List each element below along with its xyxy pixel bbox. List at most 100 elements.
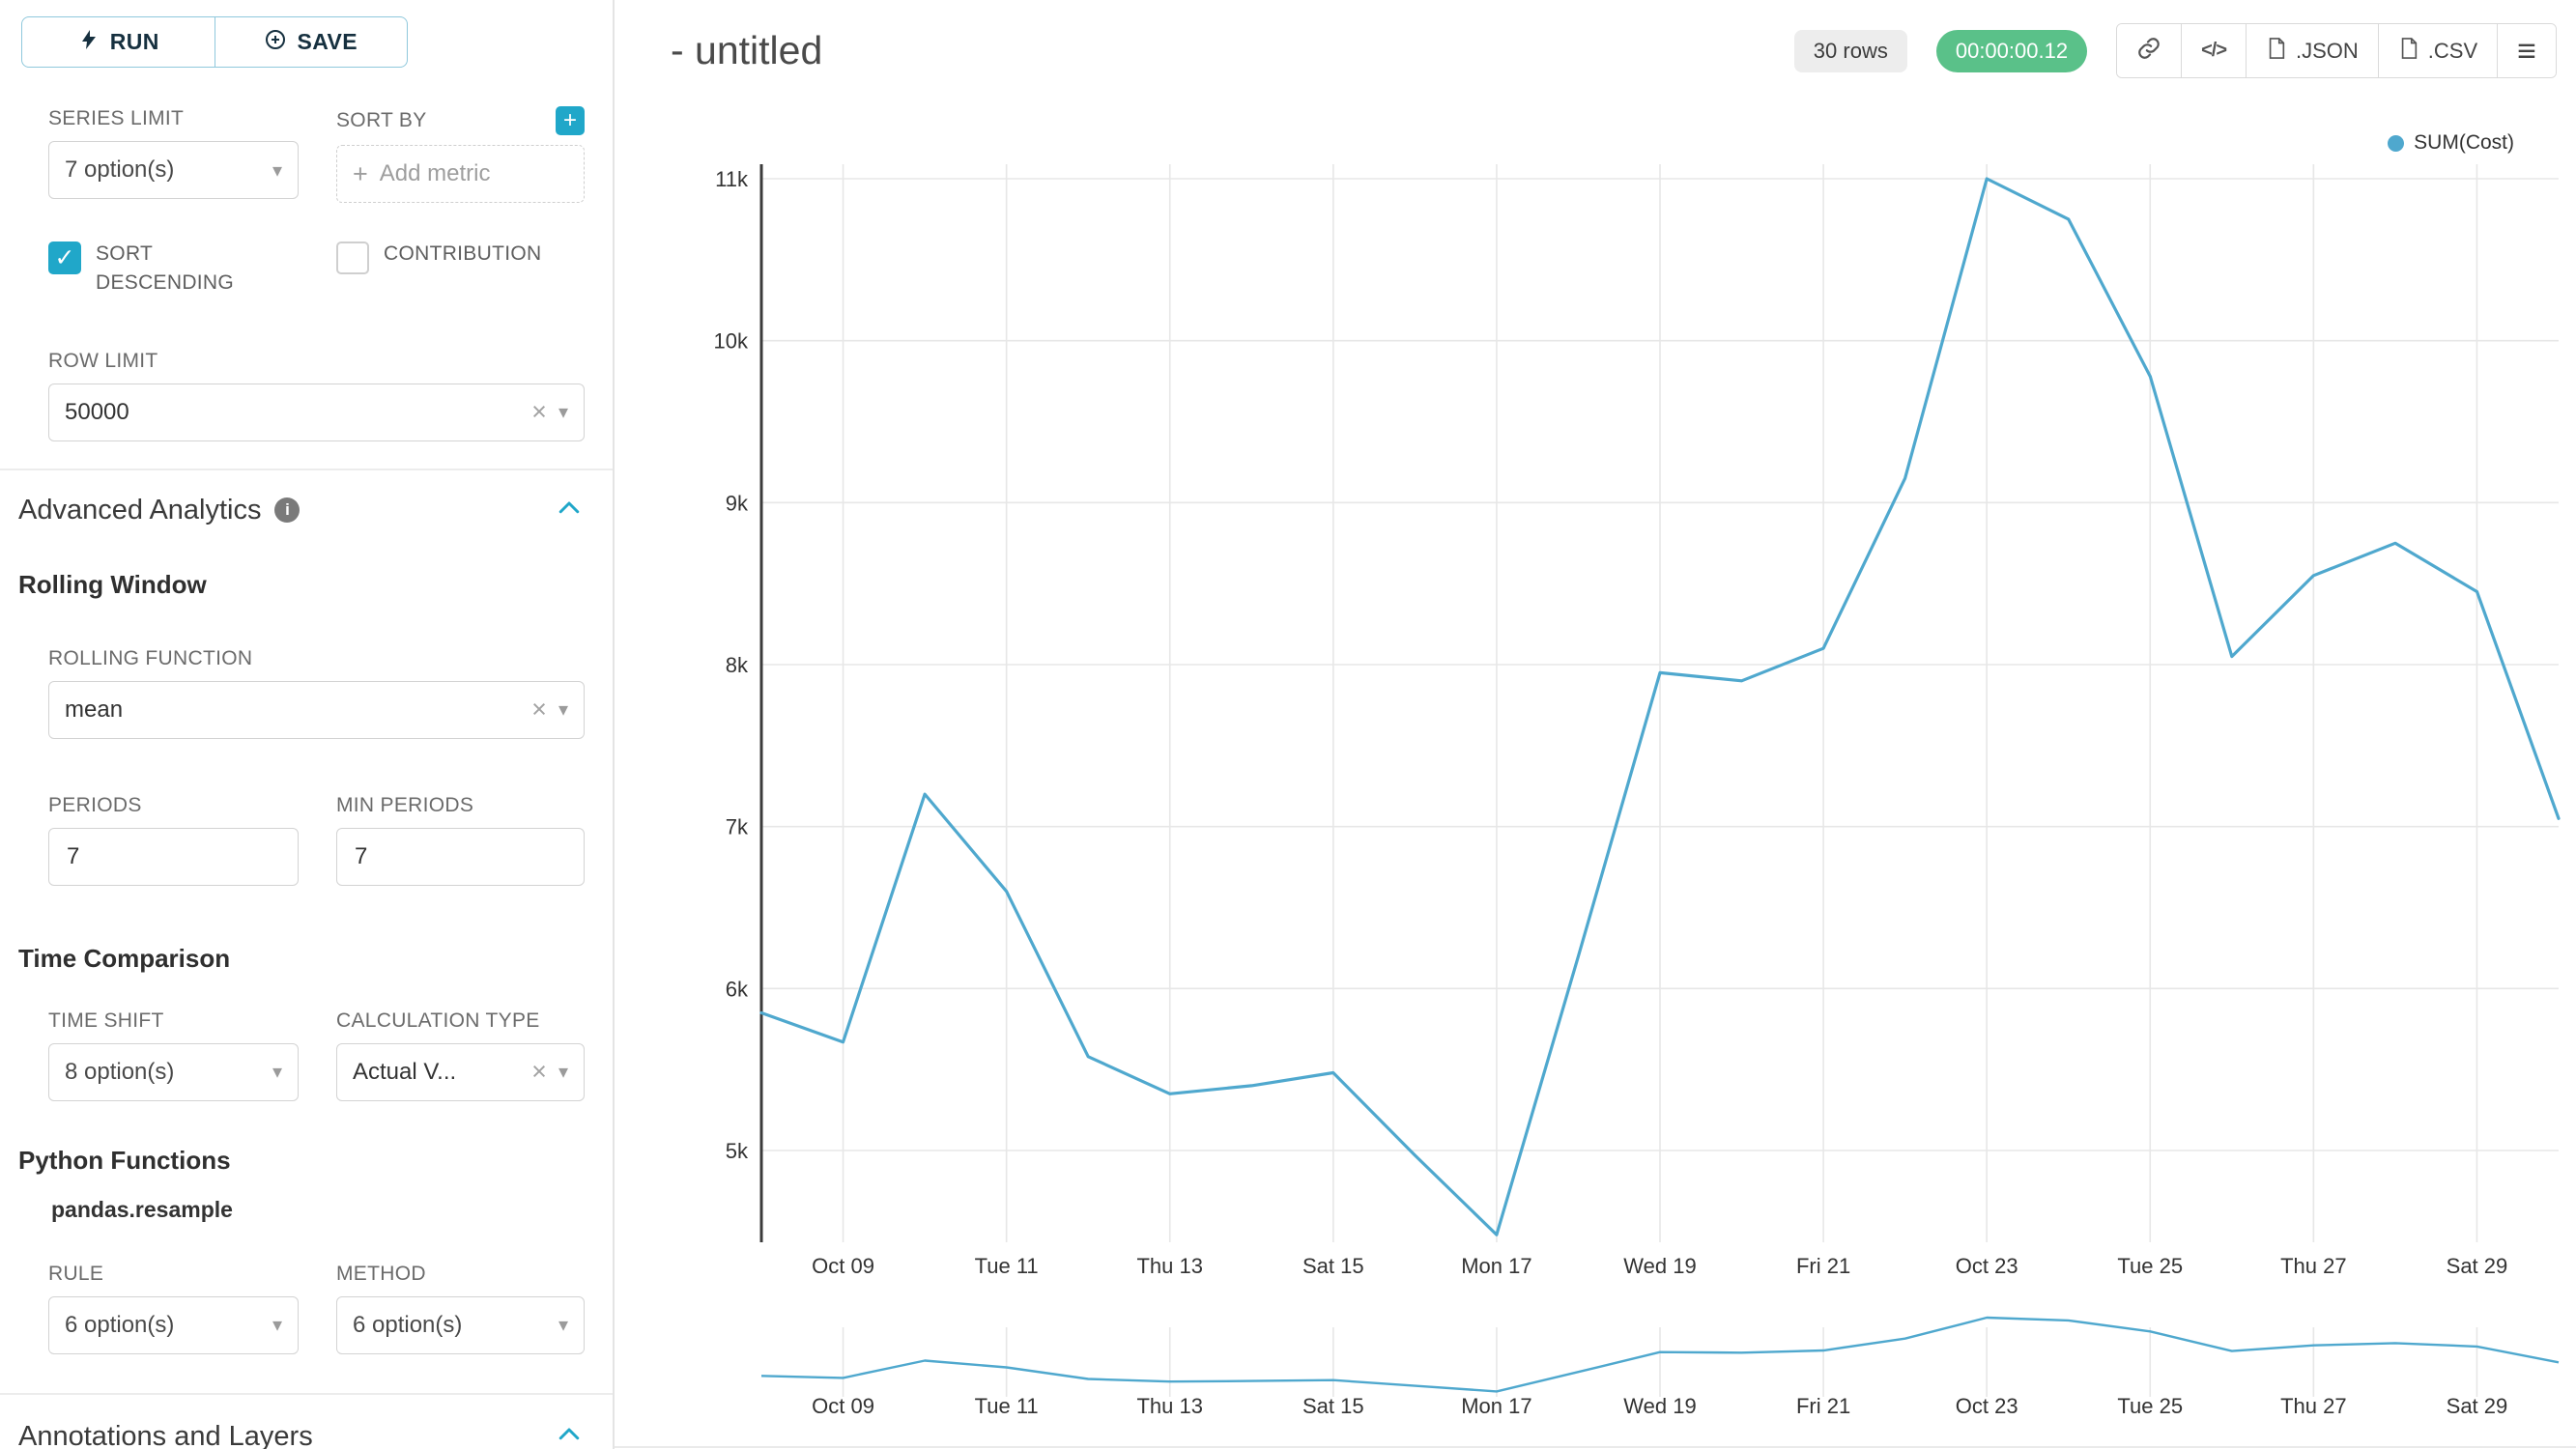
- row-limit-select[interactable]: 50000 × ▾: [48, 383, 585, 441]
- legend-dot: [2388, 134, 2405, 152]
- calculation-type-select[interactable]: Actual V... × ▾: [336, 1042, 585, 1101]
- export-csv-label: .CSV: [2427, 38, 2478, 63]
- svg-text:Mon 17: Mon 17: [1461, 1394, 1531, 1418]
- run-save-buttons: RUN SAVE: [21, 16, 408, 68]
- svg-text:Oct 09: Oct 09: [812, 1394, 874, 1418]
- clear-icon[interactable]: ×: [531, 695, 547, 724]
- periods-label: PERIODS: [48, 793, 142, 816]
- menu-button[interactable]: ≡: [2497, 24, 2556, 77]
- svg-text:6k: 6k: [726, 977, 749, 1001]
- time-shift-select[interactable]: 8 option(s) ▾: [48, 1042, 299, 1101]
- rule-value: 6 option(s): [65, 1311, 175, 1338]
- chevron-down-icon: ▾: [272, 1315, 282, 1337]
- svg-text:Sat 29: Sat 29: [2447, 1254, 2508, 1278]
- query-timer-badge: 00:00:00.12: [1935, 29, 2088, 72]
- chart-legend[interactable]: SUM(Cost): [2388, 131, 2514, 155]
- plus-circle-icon: [264, 28, 287, 57]
- method-select[interactable]: 6 option(s) ▾: [336, 1295, 585, 1354]
- svg-text:11k: 11k: [715, 167, 749, 191]
- svg-text:Tue 11: Tue 11: [975, 1394, 1039, 1418]
- time-comparison-title: Time Comparison: [18, 943, 231, 973]
- svg-text:Fri 21: Fri 21: [1796, 1394, 1850, 1418]
- min-periods-input[interactable]: [336, 827, 585, 886]
- contribution-checkbox[interactable]: [336, 242, 369, 274]
- clear-icon[interactable]: ×: [531, 397, 547, 427]
- save-button-label: SAVE: [297, 29, 358, 54]
- sort-descending-label: SORT DESCENDING: [96, 242, 235, 295]
- add-metric-placeholder: Add metric: [379, 160, 491, 186]
- svg-text:9k: 9k: [726, 491, 749, 515]
- advanced-analytics-title: Advanced Analytics: [18, 494, 262, 526]
- python-functions-title: Python Functions: [18, 1145, 231, 1175]
- chevron-up-icon[interactable]: [555, 1420, 584, 1449]
- chevron-down-icon: ▾: [272, 159, 282, 182]
- section-divider: [0, 468, 613, 470]
- chevron-up-icon[interactable]: [555, 494, 584, 527]
- svg-text:Thu 13: Thu 13: [1136, 1394, 1203, 1418]
- svg-text:Tue 11: Tue 11: [975, 1254, 1039, 1278]
- export-csv-button[interactable]: .CSV: [2377, 24, 2498, 77]
- rolling-function-label: ROLLING FUNCTION: [48, 646, 253, 669]
- chart-title[interactable]: - untitled: [671, 28, 823, 72]
- svg-text:Thu 13: Thu 13: [1136, 1254, 1203, 1278]
- svg-text:Thu 27: Thu 27: [2280, 1254, 2347, 1278]
- annotations-title: Annotations and Layers: [18, 1420, 313, 1449]
- svg-text:Thu 27: Thu 27: [2280, 1394, 2347, 1418]
- chevron-down-icon: ▾: [272, 1062, 282, 1084]
- min-periods-label: MIN PERIODS: [336, 793, 474, 816]
- svg-text:7k: 7k: [726, 815, 749, 839]
- svg-text:Oct 23: Oct 23: [1956, 1254, 2018, 1278]
- panel-divider: [615, 1446, 2576, 1448]
- svg-text:Tue 25: Tue 25: [2117, 1394, 2183, 1418]
- calculation-type-value: Actual V...: [353, 1058, 457, 1085]
- check-icon: ✓: [54, 244, 75, 271]
- export-json-label: .JSON: [2296, 38, 2359, 63]
- save-button[interactable]: SAVE: [214, 16, 408, 68]
- control-panel: RUN SAVE SERIES LIMIT 7 option(s) ▾ SORT…: [0, 0, 615, 1449]
- chart-panel: - untitled 30 rows 00:00:00.12 </>: [615, 0, 2576, 1449]
- section-divider: [0, 1392, 613, 1395]
- series-limit-label: SERIES LIMIT: [48, 107, 185, 129]
- rule-select[interactable]: 6 option(s) ▾: [48, 1295, 299, 1354]
- svg-text:Oct 23: Oct 23: [1956, 1394, 2018, 1418]
- svg-text:Wed 19: Wed 19: [1623, 1394, 1696, 1418]
- contribution-label: CONTRIBUTION: [384, 242, 542, 265]
- link-icon: [2136, 36, 2161, 67]
- python-function-name: pandas.resample: [51, 1196, 233, 1222]
- plus-icon: +: [353, 158, 368, 188]
- lightning-icon: [77, 28, 100, 57]
- series-limit-select[interactable]: 7 option(s) ▾: [48, 141, 299, 199]
- svg-text:10k: 10k: [714, 329, 749, 354]
- copy-link-button[interactable]: [2117, 24, 2182, 77]
- svg-text:Tue 25: Tue 25: [2117, 1254, 2183, 1278]
- info-icon: i: [274, 497, 301, 524]
- rolling-function-value: mean: [65, 696, 124, 723]
- legend-label: SUM(Cost): [2414, 131, 2514, 154]
- chevron-down-icon: ▾: [558, 402, 568, 424]
- export-toolbar: </> .JSON .CSV ≡: [2116, 23, 2557, 78]
- svg-text:Sat 15: Sat 15: [1302, 1394, 1364, 1418]
- run-button[interactable]: RUN: [21, 16, 215, 68]
- chevron-down-icon: ▾: [558, 1315, 568, 1337]
- hamburger-icon: ≡: [2517, 32, 2536, 70]
- file-icon: [2398, 37, 2419, 66]
- run-button-label: RUN: [109, 29, 159, 54]
- add-metric-button[interactable]: + Add metric: [336, 145, 585, 203]
- sort-descending-checkbox[interactable]: ✓: [48, 242, 81, 274]
- chevron-down-icon: ▾: [558, 699, 568, 722]
- calculation-type-label: CALCULATION TYPE: [336, 1009, 540, 1032]
- row-limit-value: 50000: [65, 398, 129, 425]
- add-sort-metric-button[interactable]: +: [556, 106, 585, 135]
- rolling-function-select[interactable]: mean × ▾: [48, 680, 585, 739]
- svg-text:8k: 8k: [726, 653, 749, 677]
- export-json-button[interactable]: .JSON: [2246, 24, 2378, 77]
- embed-code-button[interactable]: </>: [2181, 24, 2246, 77]
- code-icon: </>: [2201, 40, 2227, 61]
- clear-icon[interactable]: ×: [531, 1057, 547, 1087]
- periods-input[interactable]: [48, 827, 299, 886]
- svg-text:Oct 09: Oct 09: [812, 1254, 874, 1278]
- file-icon: [2266, 37, 2287, 66]
- time-shift-label: TIME SHIFT: [48, 1009, 164, 1032]
- method-value: 6 option(s): [353, 1311, 463, 1338]
